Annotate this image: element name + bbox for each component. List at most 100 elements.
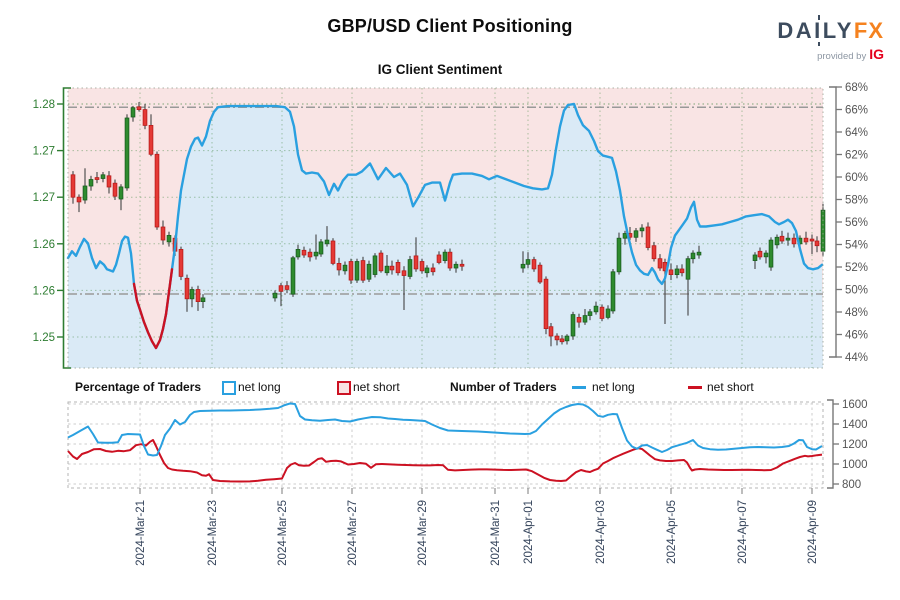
candlestick bbox=[531, 259, 537, 270]
candlestick bbox=[622, 233, 628, 239]
percent-tick-label: 64% bbox=[845, 127, 868, 139]
percent-tick-label: 66% bbox=[845, 105, 868, 117]
candlestick bbox=[301, 249, 307, 256]
count-tick-label: 1000 bbox=[842, 459, 868, 471]
candlestick bbox=[130, 107, 136, 118]
candlestick bbox=[366, 263, 372, 280]
provided-by-text: provided by bbox=[817, 51, 867, 62]
candlestick bbox=[587, 311, 593, 316]
date-tick-label: 2024-Mar-27 bbox=[347, 500, 359, 566]
candlestick bbox=[599, 306, 605, 319]
candlestick bbox=[124, 117, 130, 189]
candlestick bbox=[372, 255, 378, 275]
candlestick bbox=[330, 240, 336, 264]
percent-tick-label: 50% bbox=[845, 285, 868, 297]
candlestick bbox=[768, 239, 774, 268]
candlestick bbox=[348, 261, 354, 281]
candlestick bbox=[559, 338, 565, 343]
candlestick bbox=[582, 315, 588, 323]
candlestick bbox=[459, 263, 465, 267]
logo-provided-by: provided by IG bbox=[777, 47, 884, 62]
date-tick-label: 2024-Apr-01 bbox=[523, 500, 535, 564]
candlestick bbox=[419, 261, 425, 272]
date-tick-label: 2024-Mar-29 bbox=[417, 500, 429, 566]
candlestick bbox=[554, 335, 560, 341]
candlestick bbox=[651, 245, 657, 260]
candlestick bbox=[814, 240, 820, 247]
candlestick bbox=[284, 285, 290, 290]
candlestick bbox=[757, 250, 763, 258]
candlestick bbox=[94, 177, 100, 180]
candlestick bbox=[324, 239, 330, 245]
candlestick bbox=[384, 265, 390, 274]
candlestick bbox=[290, 257, 296, 295]
candlestick bbox=[605, 308, 611, 318]
candlestick bbox=[154, 153, 160, 228]
candlestick bbox=[360, 260, 366, 281]
candlestick bbox=[763, 252, 769, 258]
percent-tick-label: 46% bbox=[845, 330, 868, 342]
candlestick bbox=[118, 186, 124, 200]
candlestick bbox=[184, 277, 190, 300]
candlestick bbox=[112, 182, 118, 197]
price-tick-label: 1.26 bbox=[33, 239, 55, 251]
candlestick bbox=[278, 285, 284, 292]
candlestick bbox=[82, 185, 88, 201]
price-tick-label: 1.26 bbox=[33, 285, 55, 297]
price-tick-label: 1.27 bbox=[33, 146, 55, 158]
chart-subtitle: IG Client Sentiment bbox=[377, 62, 503, 77]
net-short-pct-segment bbox=[132, 268, 174, 350]
candlestick bbox=[100, 174, 106, 179]
candlestick bbox=[610, 271, 616, 312]
legend-net-long-swatch bbox=[222, 381, 236, 395]
candlestick bbox=[136, 106, 142, 111]
candlestick bbox=[307, 251, 313, 258]
logo-da: DA bbox=[777, 18, 815, 43]
candlestick bbox=[142, 109, 148, 126]
candlestick bbox=[88, 179, 94, 187]
candlestick bbox=[453, 263, 459, 269]
logo-ly: LY bbox=[822, 18, 854, 43]
candlestick bbox=[272, 292, 278, 299]
candlestick bbox=[430, 267, 436, 273]
candlestick bbox=[564, 335, 570, 342]
count-tick-label: 1200 bbox=[842, 439, 868, 451]
count-tick-label: 800 bbox=[842, 479, 861, 491]
candlestick bbox=[313, 251, 319, 257]
percent-tick-label: 52% bbox=[845, 262, 868, 274]
legend-percentage-title: Percentage of Traders bbox=[75, 380, 202, 394]
candlestick bbox=[395, 261, 401, 274]
price-axis bbox=[62, 87, 71, 369]
candlestick bbox=[633, 230, 639, 238]
candlestick bbox=[543, 278, 549, 330]
count-plot-border bbox=[67, 401, 824, 489]
net-short-count-line bbox=[67, 439, 823, 483]
candlestick bbox=[76, 196, 82, 203]
candlestick bbox=[295, 248, 301, 258]
candlestick bbox=[389, 265, 395, 271]
candlestick bbox=[779, 235, 785, 242]
count-tick-label: 1600 bbox=[842, 399, 868, 411]
candlestick bbox=[570, 314, 576, 337]
candlestick bbox=[200, 297, 206, 302]
candlestick bbox=[685, 258, 691, 280]
count-tick-label: 1400 bbox=[842, 419, 868, 431]
candlestick bbox=[336, 262, 342, 271]
candlestick bbox=[407, 259, 413, 277]
percent-tick-label: 58% bbox=[845, 195, 868, 207]
logo-candle-i: I bbox=[814, 15, 823, 46]
candlestick bbox=[106, 175, 112, 188]
net-long-area bbox=[68, 103, 823, 369]
percent-tick-label: 54% bbox=[845, 240, 868, 252]
candlestick bbox=[690, 252, 696, 260]
candlestick bbox=[791, 237, 797, 245]
candlestick bbox=[696, 251, 702, 256]
date-tick-label: 2024-Apr-03 bbox=[595, 500, 607, 564]
legend-number-title: Number of Traders bbox=[450, 380, 557, 394]
candlestick bbox=[148, 125, 154, 155]
candlestick bbox=[178, 248, 184, 277]
dailyfx-logo: DAILYFX provided by IG bbox=[777, 15, 884, 62]
legend-count-long-label: net long bbox=[592, 380, 635, 394]
percent-tick-label: 56% bbox=[845, 217, 868, 229]
